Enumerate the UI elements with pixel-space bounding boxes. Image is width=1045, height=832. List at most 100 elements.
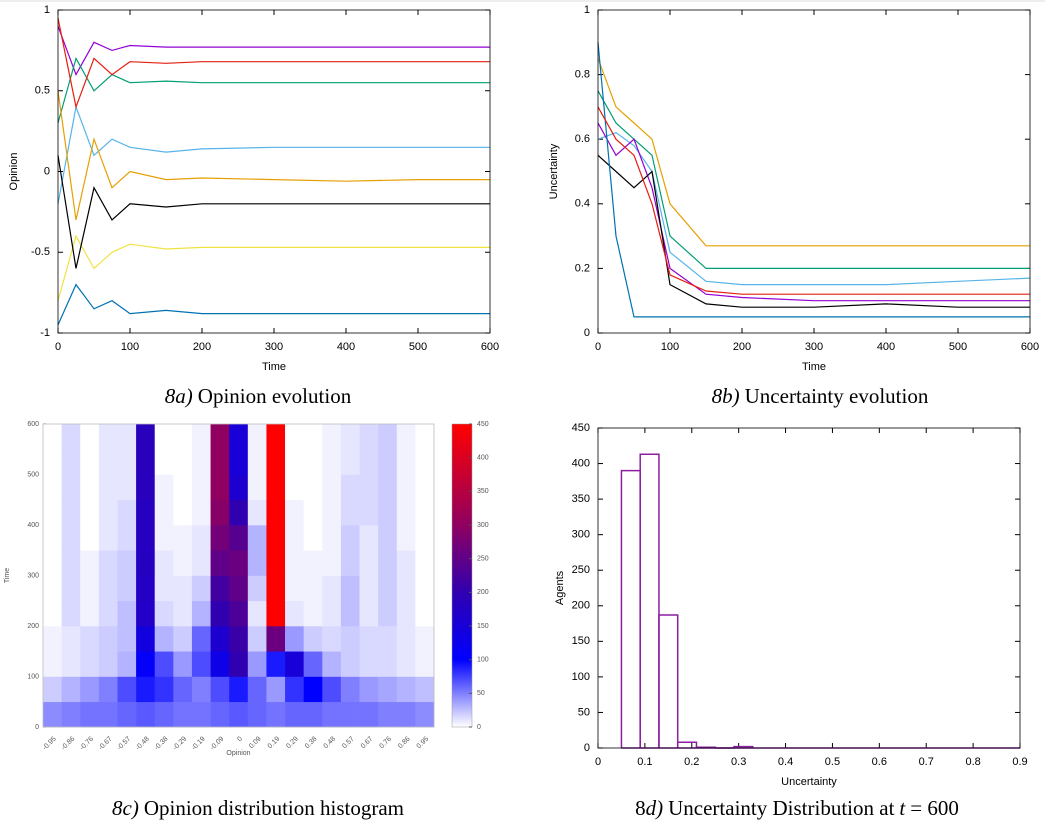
- heat-cell: [173, 575, 193, 602]
- heat-cell: [61, 550, 81, 576]
- heat-cell: [80, 651, 100, 677]
- heat-cell: [80, 525, 100, 551]
- heat-cell: [117, 550, 137, 576]
- heat-cell: [117, 651, 137, 677]
- heat-cell: [396, 424, 416, 450]
- heat-cell: [173, 474, 193, 501]
- heat-cell: [303, 600, 323, 627]
- heat-cell: [117, 575, 137, 602]
- x-tick-label: 0.19: [267, 736, 282, 751]
- heat-cell: [210, 626, 230, 652]
- heat-cell: [98, 474, 118, 501]
- heat-cell: [359, 449, 379, 475]
- heat-cell: [303, 550, 323, 576]
- heat-cell: [415, 449, 435, 475]
- heat-cell: [173, 626, 193, 652]
- caption-part: d): [646, 796, 664, 820]
- heat-cell: [210, 575, 230, 602]
- chart: 0 0.2 0.4 0.6 0.8 1 0 100 200 300 400 500 600 Time Unc…: [548, 4, 1039, 373]
- heat-cell: [61, 525, 81, 551]
- heat-cell: [61, 474, 81, 501]
- heat-cell: [229, 525, 249, 551]
- heat-cell: [117, 701, 137, 728]
- caption-part: 8a): [165, 384, 193, 408]
- caption: 8c) Opinion distribution histogram: [112, 796, 404, 820]
- colorbar-tick-label: 150: [477, 623, 489, 630]
- heat-cell: [154, 449, 174, 475]
- x-axis-label: Uncertainty: [781, 776, 837, 788]
- heat-cell: [322, 499, 342, 526]
- colorbar-tick-label: 200: [477, 589, 489, 596]
- y-tick-label: 400: [27, 522, 39, 529]
- x-tick-label: -0.67: [97, 736, 113, 752]
- heat-cell: [173, 550, 193, 576]
- x-tick-label: -0.57: [116, 736, 132, 752]
- heat-cell: [43, 449, 62, 475]
- heat-cell: [359, 424, 379, 450]
- heat-cell: [378, 575, 398, 602]
- heat-cell: [173, 676, 193, 703]
- series-line: [597, 154, 1030, 308]
- x-tick-label: 100: [121, 341, 139, 353]
- heat-cell: [247, 525, 267, 551]
- y-tick-label: 250: [572, 564, 590, 576]
- x-tick-label: 0.29: [285, 736, 300, 751]
- heat-cell: [98, 676, 118, 703]
- heat-cell: [61, 626, 81, 652]
- x-tick-label: 0.48: [323, 736, 338, 751]
- heat-cell: [359, 651, 379, 677]
- heat-cell: [98, 499, 118, 526]
- heat-cell: [117, 499, 137, 526]
- heat-cell: [322, 651, 342, 677]
- heat-cell: [191, 550, 211, 576]
- colorbar-tick-label: 450: [477, 421, 489, 428]
- heat-cell: [61, 651, 81, 677]
- heat-cell: [322, 575, 342, 602]
- series-line: [597, 122, 1030, 302]
- y-tick-label: 0.5: [35, 85, 50, 97]
- bar: [676, 741, 698, 748]
- heat-cell: [191, 600, 211, 627]
- heat-cell: [117, 424, 137, 450]
- x-tick-label: 0.7: [919, 756, 934, 768]
- heat-cell: [80, 626, 100, 652]
- colorbar-tick-label: 0: [477, 724, 481, 731]
- heat-cell: [322, 550, 342, 576]
- heat-cell: [378, 474, 398, 501]
- heat-cell: [136, 600, 156, 627]
- caption-part: 8: [635, 796, 646, 820]
- heat-cell: [210, 676, 230, 703]
- series-line: [57, 104, 490, 204]
- heat-cell: [285, 676, 304, 703]
- y-tick-label: 0: [584, 742, 590, 754]
- heat-cell: [415, 550, 435, 576]
- y-tick-label: 0: [44, 165, 50, 177]
- heat-cell: [173, 499, 193, 526]
- heat-cell: [378, 626, 398, 652]
- heat-cell: [154, 651, 174, 677]
- heat-cell: [303, 701, 323, 728]
- heat-cell: [415, 525, 435, 551]
- heat-cell: [396, 499, 416, 526]
- heat-cell: [117, 676, 137, 703]
- heat-cell: [173, 449, 193, 475]
- heat-cell: [61, 424, 81, 450]
- caption-part: Opinion distribution histogram: [144, 796, 404, 820]
- heat-cell: [266, 499, 286, 526]
- heat-cell: [322, 525, 342, 551]
- caption-part: Opinion evolution: [198, 384, 352, 408]
- heat-cell: [378, 550, 398, 576]
- heat-cell: [396, 575, 416, 602]
- series-line: [57, 25, 490, 77]
- x-tick-label: 500: [949, 341, 967, 353]
- heat-cell: [359, 499, 379, 526]
- x-tick-label: 0.3: [731, 756, 746, 768]
- y-tick-label: 0.8: [575, 69, 590, 81]
- heat-cell: [247, 499, 267, 526]
- heat-cell: [322, 600, 342, 627]
- heat-cell: [80, 449, 100, 475]
- heat-cell: [229, 449, 249, 475]
- heat-cell: [136, 651, 156, 677]
- heat-cell: [154, 525, 174, 551]
- heat-cell: [80, 550, 100, 576]
